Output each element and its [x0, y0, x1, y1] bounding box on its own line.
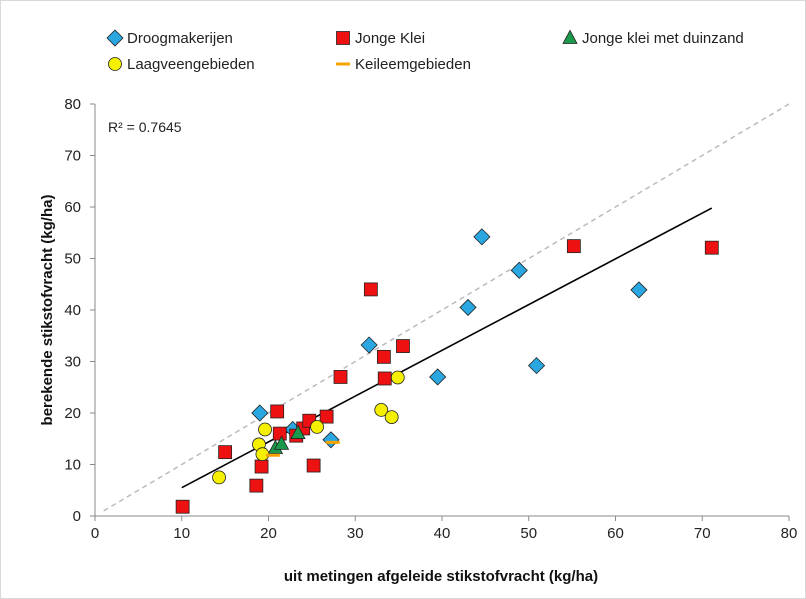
legend-label-keileemgebieden: Keileemgebieden — [355, 56, 471, 73]
point-jonge-klei — [566, 239, 581, 254]
reference-lines — [103, 103, 790, 512]
point-laagveengebieden — [384, 410, 399, 425]
y-tick-label: 0 — [73, 508, 81, 525]
point-droogmakerijen — [459, 298, 477, 316]
point-jonge-klei — [377, 371, 392, 386]
x-tick-label: 30 — [347, 525, 364, 542]
point-droogmakerijen — [510, 261, 528, 279]
y-axis-title: berekende stikstofvracht (kg/ha) — [39, 195, 56, 426]
legend-label-jonge-klei: Jonge Klei — [355, 30, 425, 47]
point-droogmakerijen — [251, 404, 269, 422]
point-jonge-klei — [319, 409, 334, 424]
r-squared-annotation: R² = 0.7645 — [108, 119, 182, 135]
point-laagveengebieden — [212, 470, 226, 485]
legend-label-laagveengebieden: Laagveengebieden — [127, 56, 255, 73]
x-tick-label: 80 — [781, 525, 798, 542]
point-droogmakerijen — [360, 336, 378, 354]
x-tick-label: 10 — [173, 525, 190, 542]
y-tick-label: 40 — [64, 302, 81, 319]
y-tick-label: 80 — [64, 96, 81, 113]
x-tick-label: 20 — [260, 525, 277, 542]
y-tick-label: 30 — [64, 354, 81, 371]
legend: Droogmakerijen Jonge Klei Jonge klei met d… — [106, 29, 744, 73]
point-laagveengebieden — [310, 420, 324, 434]
point-jonge-klei-met-duinzand — [273, 435, 290, 450]
y-tick-label: 10 — [64, 457, 81, 474]
axes: 0 10 20 30 40 50 60 70 80 0 10 20 30 40 50 60 70 80 — [64, 96, 797, 542]
legend-label-droogmakerijen: Droogmakerijen — [127, 30, 233, 47]
point-jonge-klei — [270, 404, 285, 419]
legend-marker-jonge-klei — [336, 31, 350, 45]
legend-marker-droogmakerijen — [106, 29, 124, 47]
point-jonge-klei — [396, 339, 410, 353]
x-tick-label: 0 — [91, 525, 99, 542]
point-laagveengebieden — [258, 422, 272, 437]
legend-marker-laagveengebieden — [108, 57, 122, 71]
data-points — [175, 228, 719, 514]
y-tick-label: 20 — [64, 405, 81, 422]
y-tick-label: 60 — [64, 199, 81, 216]
point-jonge-klei — [333, 370, 348, 384]
identity-line — [103, 103, 790, 512]
point-jonge-klei — [376, 349, 391, 364]
x-tick-label: 50 — [520, 525, 537, 542]
point-jonge-klei — [704, 240, 719, 255]
point-jonge-klei — [175, 499, 190, 514]
point-droogmakerijen — [630, 281, 648, 299]
point-jonge-klei — [306, 458, 321, 473]
point-droogmakerijen — [473, 228, 491, 246]
point-jonge-klei — [254, 459, 269, 474]
x-axis-title: uit metingen afgeleide stikstofvracht (k… — [284, 568, 598, 585]
trend-line — [181, 207, 713, 489]
point-laagveengebieden — [390, 370, 405, 385]
legend-marker-jonge-klei-met-duinzand — [562, 29, 578, 44]
x-tick-label: 60 — [607, 525, 624, 542]
point-jonge-klei — [363, 282, 378, 297]
y-tick-label: 70 — [64, 148, 81, 165]
x-tick-label: 40 — [434, 525, 451, 542]
point-jonge-klei — [272, 426, 287, 441]
point-laagveengebieden — [374, 403, 389, 417]
point-jonge-klei — [218, 445, 233, 460]
point-droogmakerijen — [429, 368, 447, 386]
point-jonge-klei — [249, 478, 264, 493]
legend-label-jonge-klei-met-duinzand: Jonge klei met duinzand — [582, 30, 744, 47]
point-jonge-klei-met-duinzand — [290, 424, 306, 439]
y-tick-label: 50 — [64, 251, 81, 268]
x-tick-label: 70 — [694, 525, 711, 542]
point-droogmakerijen — [527, 357, 546, 375]
